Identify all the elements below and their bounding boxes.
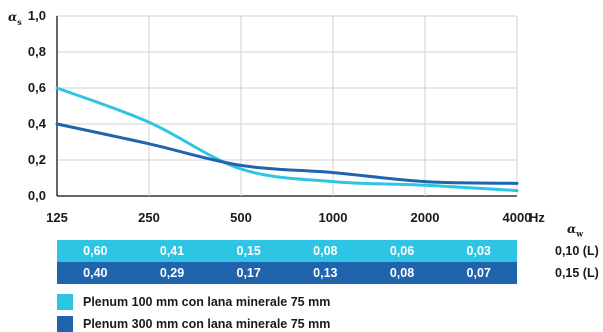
table-row-series-1: 0,60 0,41 0,15 0,08 0,06 0,03 [57,240,517,262]
y-tick-label: 0,4 [28,116,47,131]
y-tick-label: 0,8 [28,44,46,59]
y-tick-label: 1,0 [28,8,46,23]
series-line-2 [55,122,519,185]
table-cell: 0,08 [313,244,338,258]
x-tick-labels: 125 250 500 1000 2000 4000 [46,210,531,225]
legend-item-series-1: Plenum 100 mm con lana minerale 75 mm [57,294,330,310]
x-axis-unit: Hz [529,210,545,225]
aw-header: αw [567,222,584,239]
x-tick-label: 250 [138,210,160,225]
table-cell: 0,15 [236,244,261,258]
legend-swatch [57,294,73,310]
table-cell: 0,13 [313,266,338,280]
chart-series [55,86,519,193]
legend-label: Plenum 300 mm con lana minerale 75 mm [83,317,331,331]
legend-label: Plenum 100 mm con lana minerale 75 mm [83,295,331,309]
y-axis-label: αs [8,10,22,27]
x-tick-label: 500 [230,210,252,225]
table-cell: 0,17 [236,266,261,280]
aw-value-series-1: 0,10 (L) [555,244,599,258]
x-tick-label: 125 [46,210,68,225]
table-cell: 0,60 [83,244,108,258]
chart-grid [56,15,518,197]
table-cell: 0,07 [466,266,491,280]
series-line-1 [55,86,519,193]
table-row-series-2: 0,40 0,29 0,17 0,13 0,08 0,07 [57,262,517,284]
y-tick-label: 0,2 [28,152,46,167]
aw-value-series-2: 0,15 (L) [555,266,599,280]
table-cell: 0,40 [83,266,108,280]
y-tick-label: 0,0 [28,188,46,203]
table-cell: 0,29 [159,266,185,280]
x-tick-label: 2000 [411,210,440,225]
legend-swatch [57,316,73,332]
y-tick-label: 0,6 [28,80,46,95]
y-tick-labels: 1,0 0,8 0,6 0,4 0,2 0,0 [28,8,47,203]
table-cell: 0,03 [466,244,491,258]
absorption-chart: 1,0 0,8 0,6 0,4 0,2 0,0 125 250 500 1000 2000 4000… [8,8,545,225]
x-tick-label: 4000 [503,210,532,225]
legend-item-series-2: Plenum 300 mm con lana minerale 75 mm [57,316,330,332]
table-cell: 0,06 [389,244,415,258]
x-tick-label: 1000 [319,210,348,225]
table-cell: 0,41 [159,244,185,258]
table-cell: 0,08 [389,266,415,280]
